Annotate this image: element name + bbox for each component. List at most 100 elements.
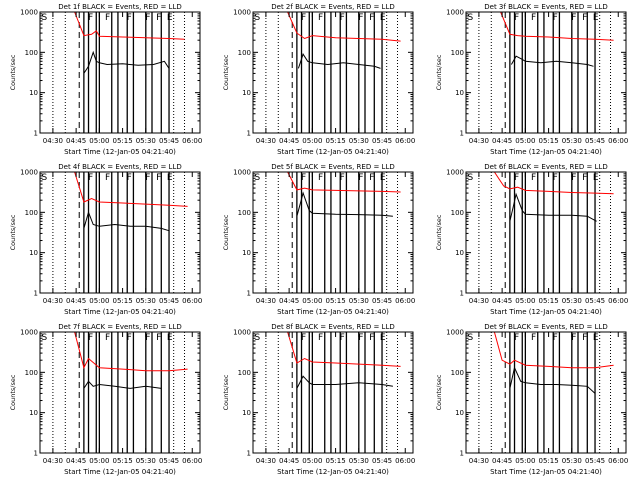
series-line-events (509, 192, 597, 222)
chart-title: Det 3f BLACK = Events, RED = LLD (484, 3, 607, 11)
x-tick-label: 05:15 (538, 457, 558, 465)
interval-marker-label: S (42, 13, 48, 23)
interval-marker-label: E (593, 13, 599, 23)
y-tick-label: 100 (25, 369, 38, 377)
plot-frame (39, 331, 201, 454)
y-tick-label: 1 (460, 450, 464, 458)
y-tick-label: 1000 (233, 329, 251, 337)
x-tick-label: 04:45 (279, 297, 299, 305)
x-axis-label: Start Time (12-Jan-05 04:21:40) (277, 148, 389, 156)
x-tick-label: 05:15 (325, 457, 345, 465)
y-tick-label: 100 (451, 49, 464, 57)
x-tick-label: 05:30 (349, 457, 369, 465)
plot-frame (252, 331, 414, 454)
interval-marker-label: F (582, 333, 587, 343)
series-line-events (510, 55, 594, 67)
y-tick-label: 10 (29, 409, 38, 417)
x-tick-label: 05:15 (325, 297, 345, 305)
x-tick-label: 06:00 (608, 457, 628, 465)
x-tick-label: 04:45 (279, 457, 299, 465)
y-tick-label: 1 (34, 450, 38, 458)
series-line-lld (74, 331, 188, 372)
interval-marker-label: E (167, 333, 173, 343)
series-line-events (296, 191, 393, 217)
x-tick-label: 05:45 (159, 457, 179, 465)
x-tick-label: 04:30 (43, 137, 63, 145)
x-axis-label: Start Time (12-Jan-05 04:21:40) (64, 148, 176, 156)
interval-marker-label: E (593, 173, 599, 183)
x-tick-label: 05:15 (538, 137, 558, 145)
x-tick-label: 05:00 (515, 457, 535, 465)
y-tick-label: 1000 (233, 9, 251, 17)
interval-marker-label: F (369, 333, 374, 343)
interval-marker-label: F (369, 13, 374, 23)
interval-marker-label: F (582, 13, 587, 23)
x-tick-label: 05:45 (585, 457, 605, 465)
series-line-events (297, 53, 381, 69)
y-tick-label: 100 (451, 369, 464, 377)
x-tick-label: 04:45 (492, 297, 512, 305)
interval-marker-label: E (380, 13, 386, 23)
x-tick-label: 06:00 (182, 297, 202, 305)
x-axis-label: Start Time (12-Jan-05 04:21:40) (64, 308, 176, 316)
interval-marker-label: F (318, 13, 323, 23)
interval-marker-label: F (105, 173, 110, 183)
y-axis-label: Counts/sec (9, 54, 17, 90)
chart-panel-9: Det 9f BLACK = Events, RED = LLD Counts/s… (435, 323, 628, 476)
interval-marker-label: F (531, 13, 536, 23)
x-tick-label: 06:00 (395, 137, 415, 145)
y-tick-label: 1000 (446, 9, 464, 17)
interval-marker-label: F (127, 333, 132, 343)
x-tick-label: 05:30 (562, 457, 582, 465)
x-tick-label: 04:45 (66, 137, 86, 145)
interval-marker-label: F (105, 13, 110, 23)
interval-marker-label: S (255, 333, 261, 343)
interval-marker-label: F (127, 13, 132, 23)
interval-marker-label: F (514, 13, 519, 23)
y-tick-label: 1 (247, 130, 251, 138)
series-line-events (509, 366, 596, 394)
x-axis-label: Start Time (12-Jan-05 04:21:40) (64, 468, 176, 476)
interval-marker-label: F (571, 173, 576, 183)
x-tick-label: 05:45 (159, 137, 179, 145)
y-tick-label: 100 (25, 49, 38, 57)
series-line-events (83, 380, 162, 389)
x-tick-label: 04:30 (256, 137, 276, 145)
chart-panel-4: Det 4f BLACK = Events, RED = LLD Counts/s… (9, 163, 202, 316)
chart-panel-6: Det 6f BLACK = Events, RED = LLD Counts/s… (435, 163, 628, 316)
x-tick-label: 04:45 (492, 137, 512, 145)
y-tick-label: 10 (242, 89, 251, 97)
chart-title: Det 5f BLACK = Events, RED = LLD (271, 163, 394, 171)
x-tick-label: 05:15 (538, 297, 558, 305)
chart-panel-3: Det 3f BLACK = Events, RED = LLD Counts/s… (435, 3, 628, 156)
x-tick-label: 04:30 (469, 137, 489, 145)
x-tick-label: 04:45 (66, 297, 86, 305)
interval-marker-label: F (318, 333, 323, 343)
interval-marker-label: F (156, 173, 161, 183)
x-tick-label: 05:00 (89, 297, 109, 305)
chart-panel-5: Det 5f BLACK = Events, RED = LLD Counts/s… (222, 163, 415, 316)
interval-marker-label: E (593, 333, 599, 343)
x-tick-label: 05:45 (585, 297, 605, 305)
chart-title: Det 2f BLACK = Events, RED = LLD (271, 3, 394, 11)
x-tick-label: 04:45 (66, 457, 86, 465)
x-axis-label: Start Time (12-Jan-05 04:21:40) (277, 308, 389, 316)
interval-marker-label: F (340, 333, 345, 343)
y-axis-label: Counts/sec (9, 214, 17, 250)
chart-title: Det 7f BLACK = Events, RED = LLD (58, 323, 181, 331)
interval-marker-label: F (145, 173, 150, 183)
plot-frame (465, 331, 627, 454)
y-tick-label: 1 (247, 290, 251, 298)
x-tick-label: 04:30 (43, 457, 63, 465)
x-tick-label: 06:00 (182, 137, 202, 145)
x-tick-label: 04:30 (256, 457, 276, 465)
interval-marker-label: F (301, 333, 306, 343)
chart-title: Det 9f BLACK = Events, RED = LLD (484, 323, 607, 331)
plot-frame (465, 171, 627, 294)
interval-marker-label: S (255, 173, 261, 183)
interval-marker-label: F (105, 333, 110, 343)
x-tick-label: 06:00 (395, 297, 415, 305)
y-tick-label: 10 (29, 89, 38, 97)
interval-marker-label: E (167, 173, 173, 183)
